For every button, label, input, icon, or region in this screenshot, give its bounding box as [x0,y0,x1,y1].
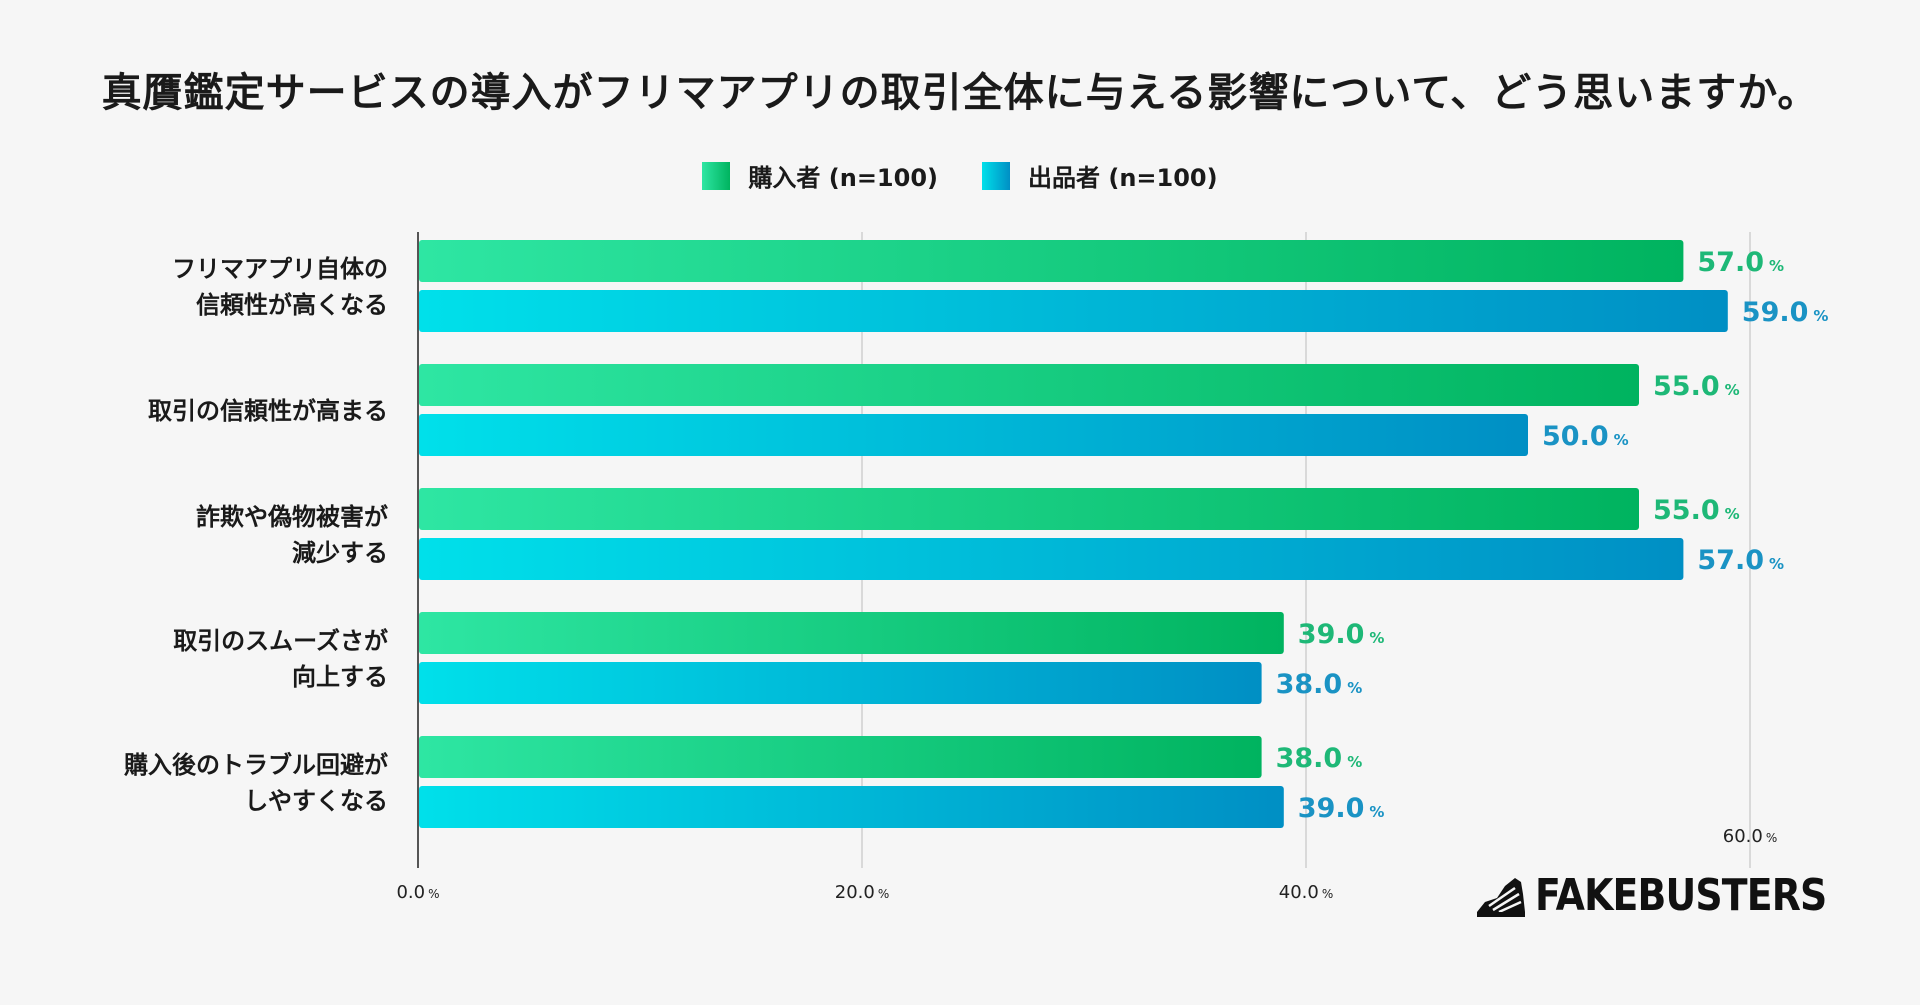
bars [419,240,1728,828]
tick-label: 60.0% [1723,826,1777,847]
value-label-seller: 50.0% [1542,421,1629,452]
category-label: 信頼性が高くなる [196,291,388,319]
value-label-seller: 59.0% [1742,297,1829,328]
legend-swatch-seller [982,161,1010,190]
category-label: しやすくなる [244,787,388,815]
tick-label: 0.0% [396,882,439,903]
chart-title: 真贋鑑定サービスの導入がフリマアプリの取引全体に与える影響について、どう思います… [101,70,1819,116]
tick-label: 40.0% [1279,882,1333,903]
value-label-buyer: 38.0% [1276,743,1363,774]
bar-seller [419,662,1262,704]
bar-buyer [419,612,1284,654]
bar-seller [419,538,1684,580]
bar-seller [419,414,1528,456]
legend-label-seller: 出品者 (n=100) [1028,164,1218,192]
category-label: 詐欺や偽物被害が [196,503,388,531]
value-label-buyer: 39.0% [1298,619,1385,650]
category-label: 取引の信頼性が高まる [148,397,388,425]
bar-buyer [419,364,1639,406]
category-label: 向上する [292,663,388,691]
category-label: 減少する [292,539,388,567]
value-label-seller: 39.0% [1298,793,1385,824]
sneaker-logo-icon [1477,877,1525,917]
category-label: 取引のスムーズさが [173,627,388,655]
bar-seller [419,290,1728,332]
category-label: 購入後のトラブル回避が [124,751,388,779]
bar-buyer [419,736,1262,778]
legend-item-buyer: 購入者 (n=100) [702,158,938,193]
value-label-seller: 57.0% [1697,545,1784,576]
value-label-buyer: 55.0% [1653,371,1740,402]
bar-seller [419,786,1284,828]
bar-buyer [419,488,1639,530]
category-label: フリマアプリ自体の [172,255,388,283]
brand-logo: FAKEBUSTERS [1475,870,1874,921]
value-label-seller: 38.0% [1276,669,1363,700]
value-label-buyer: 57.0% [1697,247,1784,278]
brand-name: FAKEBUSTERS [1535,870,1827,921]
value-label-buyer: 55.0% [1653,495,1740,526]
tick-label: 20.0% [835,882,889,903]
legend-swatch-buyer [702,161,731,190]
legend: 購入者 (n=100) 出品者 (n=100) [0,158,1920,193]
legend-label-buyer: 購入者 (n=100) [748,164,938,192]
bar-buyer [419,240,1684,282]
legend-item-seller: 出品者 (n=100) [982,158,1218,193]
